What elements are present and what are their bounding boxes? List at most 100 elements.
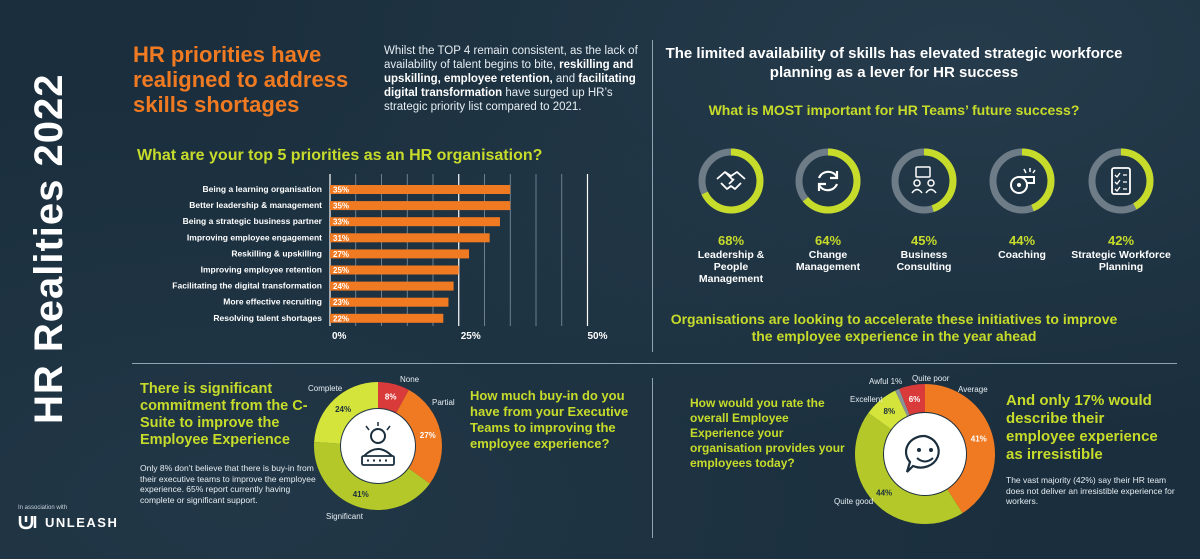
category-label: Being a strategic business partner bbox=[183, 216, 323, 226]
donut-slice bbox=[378, 382, 409, 413]
donut-slice bbox=[314, 382, 378, 444]
slice-category-label: Significant bbox=[326, 512, 363, 521]
success-question: What is MOST important for HR Teams’ fut… bbox=[708, 102, 1080, 118]
x-tick-label: 25% bbox=[461, 331, 481, 342]
accelerate-text: Organisations are looking to accelerate … bbox=[670, 311, 1118, 344]
ring-label: Business Consulting bbox=[896, 249, 952, 273]
vertical-divider bbox=[652, 40, 653, 352]
donut-slice bbox=[314, 441, 430, 510]
slice-value-label: 8% bbox=[884, 407, 896, 416]
donut-svg: 41% 44% 8% 6% bbox=[855, 384, 995, 524]
bar bbox=[330, 201, 511, 211]
category-label: Better leadership & management bbox=[189, 200, 322, 210]
slice-category-label: Average bbox=[958, 385, 988, 394]
slice-category-label: Quite poor bbox=[912, 374, 950, 383]
ring-progress bbox=[795, 148, 861, 214]
donut-slice bbox=[895, 388, 910, 416]
slice-category-label: None bbox=[400, 375, 420, 384]
horizontal-divider bbox=[132, 363, 1177, 364]
ring-percent: 68% bbox=[717, 233, 745, 248]
donut-slice bbox=[855, 412, 963, 524]
slice-category-label: Complete bbox=[308, 384, 343, 393]
page-headline: HR priorities have realigned to address … bbox=[133, 42, 349, 117]
bar-value-label: 27% bbox=[333, 250, 349, 259]
ring-percent: 42% bbox=[1107, 233, 1135, 248]
intro-part: and bbox=[552, 73, 579, 85]
experience-body: The vast majority (42%) say their HR tea… bbox=[1006, 475, 1175, 506]
ring-percent: 45% bbox=[910, 233, 938, 248]
ring-percent: 64% bbox=[814, 233, 842, 248]
bar-value-label: 35% bbox=[333, 186, 349, 195]
consulting-icon bbox=[911, 166, 937, 194]
category-label: Resolving talent shortages bbox=[213, 313, 322, 323]
ring-label: Change Management bbox=[795, 249, 861, 273]
refresh-icon bbox=[817, 170, 839, 192]
ring-progress bbox=[1088, 148, 1154, 214]
donut-svg: 8% 27% 41% 24% bbox=[314, 382, 442, 510]
bar bbox=[330, 217, 500, 227]
x-tick-label: 0% bbox=[332, 331, 347, 342]
ring-chart bbox=[891, 148, 957, 214]
vertical-divider bbox=[652, 378, 653, 538]
ring-label: Coaching bbox=[998, 249, 1046, 261]
donut-slice bbox=[925, 384, 995, 514]
smiley-chat-icon bbox=[905, 434, 940, 473]
bar-value-label: 23% bbox=[333, 298, 349, 307]
slice-category-label: Quite good bbox=[834, 497, 874, 506]
category-label: More effective recruiting bbox=[223, 297, 322, 307]
bar bbox=[330, 281, 454, 291]
slice-value-label: 44% bbox=[876, 488, 892, 497]
intro-text: Whilst the TOP 4 remain consistent, as t… bbox=[384, 44, 640, 114]
donut-slice bbox=[899, 384, 925, 415]
bar bbox=[330, 265, 459, 275]
slice-value-label: 27% bbox=[420, 431, 436, 440]
bar-value-label: 25% bbox=[333, 266, 349, 275]
right-headline: The limited availability of skills has e… bbox=[665, 45, 1123, 81]
ring-chart bbox=[1088, 148, 1154, 214]
handshake-icon bbox=[716, 171, 746, 190]
donut-slice bbox=[868, 390, 908, 430]
slice-category-label: Awful 1% bbox=[869, 377, 903, 386]
ring-progress bbox=[891, 148, 957, 214]
intro-part: have surged up HR’s strategic priority l… bbox=[384, 87, 613, 113]
unleash-logo-icon bbox=[18, 516, 37, 530]
checklist-icon bbox=[1111, 167, 1131, 195]
rating-person-icon bbox=[361, 422, 395, 466]
x-tick-label: 50% bbox=[587, 331, 607, 342]
bar-value-label: 31% bbox=[333, 234, 349, 243]
intro-bold: facilitating digital transformation bbox=[384, 73, 636, 99]
ring-caption: 42% Strategic Workforce Planning bbox=[1071, 233, 1171, 273]
slice-value-label: 8% bbox=[385, 393, 397, 402]
slice-category-label: Partial bbox=[432, 398, 455, 407]
ring-progress bbox=[698, 148, 764, 214]
side-title: HR Realities 2022 bbox=[27, 73, 71, 424]
association-label: In association with bbox=[18, 505, 68, 511]
category-label: Being a learning organisation bbox=[203, 184, 323, 194]
ring-caption: 45% Business Consulting bbox=[874, 233, 974, 273]
experience-question: How would you rate the overall Employee … bbox=[690, 396, 845, 470]
donut-slice bbox=[396, 389, 442, 484]
intro-part: Whilst the TOP 4 remain consistent, as t… bbox=[384, 45, 638, 71]
priorities-bar-chart: Being a learning organisation 35% Better l… bbox=[172, 174, 608, 342]
category-label: Improving employee retention bbox=[201, 265, 322, 275]
ring-chart bbox=[795, 148, 861, 214]
bar-value-label: 35% bbox=[333, 202, 349, 211]
bar bbox=[330, 313, 444, 323]
ring-caption: 44% Coaching bbox=[972, 233, 1072, 261]
bar-value-label: 22% bbox=[333, 314, 349, 323]
slice-value-label: 6% bbox=[909, 395, 921, 404]
slice-category-label: Excellent bbox=[850, 395, 883, 404]
category-label: Facilitating the digital transformation bbox=[172, 281, 322, 291]
ring-caption: 68% Leadership & People Management bbox=[681, 233, 781, 285]
bar bbox=[330, 185, 511, 194]
intro-bold: reskilling and upskilling, employee rete… bbox=[384, 59, 634, 85]
csuite-body: Only 8% don’t believe that there is buy-… bbox=[140, 463, 316, 505]
unleash-logo: UNLEASH bbox=[18, 514, 118, 530]
slice-value-label: 41% bbox=[353, 490, 369, 499]
ring-label: Strategic Workforce Planning bbox=[1071, 249, 1171, 273]
bar-value-label: 33% bbox=[333, 218, 349, 227]
ring-progress bbox=[989, 148, 1055, 214]
slice-value-label: 41% bbox=[971, 434, 987, 443]
ring-percent: 44% bbox=[1008, 233, 1036, 248]
